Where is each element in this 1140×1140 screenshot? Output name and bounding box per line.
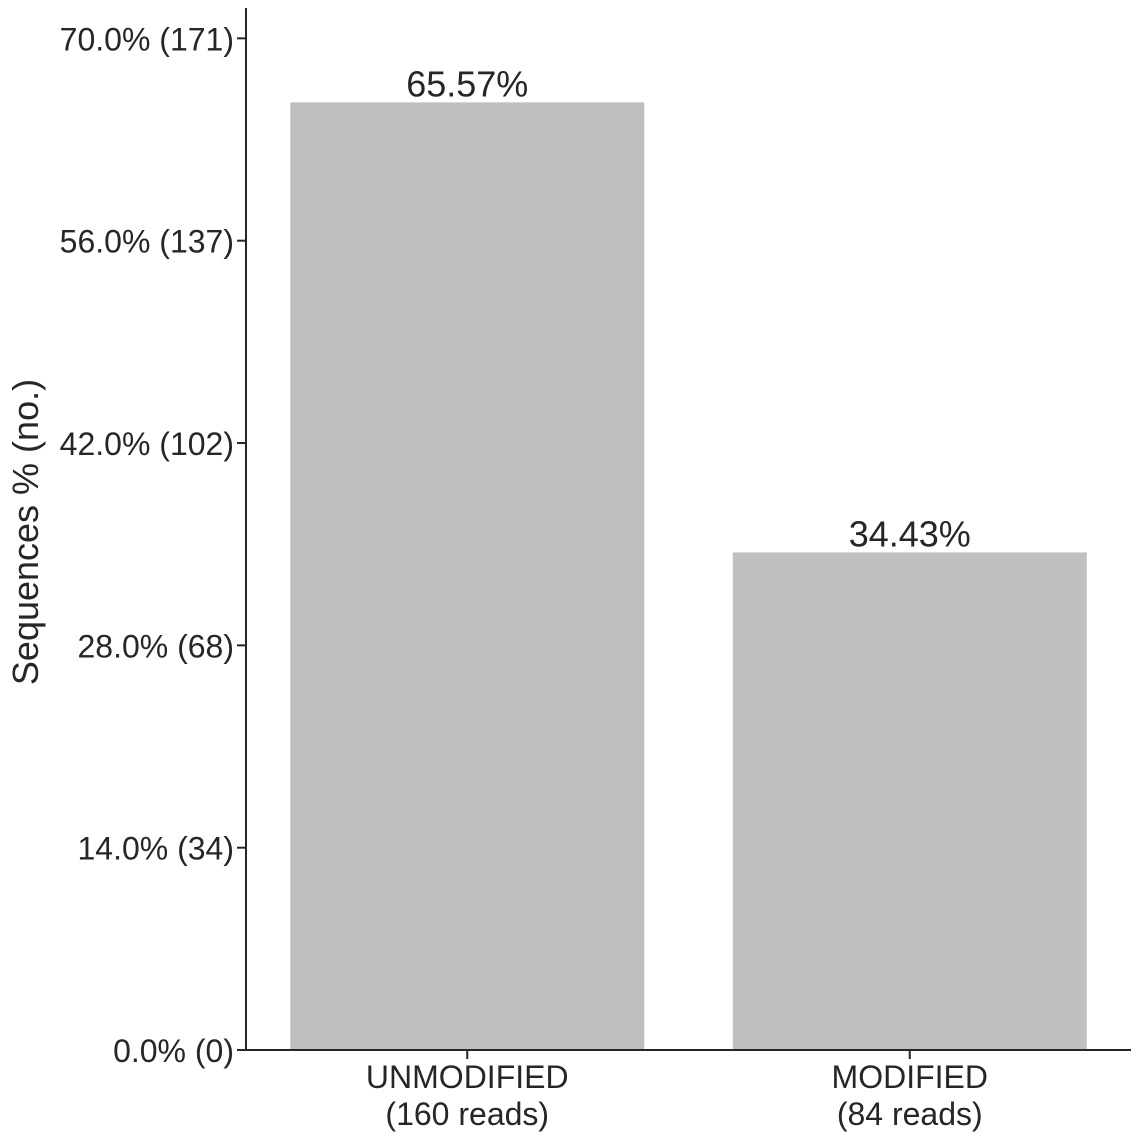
x-tick-label-reads: (84 reads) (837, 1096, 983, 1132)
bar (732, 552, 1087, 1050)
bar-value-label: 34.43% (849, 513, 971, 554)
bar (290, 102, 645, 1050)
y-tick-label: 0.0% (0) (113, 1033, 234, 1069)
x-tick-label-reads: (160 reads) (385, 1096, 549, 1132)
bars-layer (290, 102, 1087, 1050)
y-tick-label: 70.0% (171) (60, 21, 234, 57)
axes-layer (245, 8, 1131, 1051)
y-axis-label: Sequences % (no.) (5, 379, 46, 685)
y-tick-label: 28.0% (68) (77, 628, 234, 664)
y-tick-label: 14.0% (34) (77, 831, 234, 867)
y-ticks: 0.0% (0) 14.0% (34) 28.0% (68) 42.0% (102) 5… (60, 21, 246, 1069)
x-tick-label-category: UNMODIFIED (366, 1059, 569, 1095)
y-tick-label: 42.0% (102) (60, 426, 234, 462)
bar-value-labels: 65.57% 34.43% (406, 63, 971, 554)
bar-value-label: 65.57% (406, 63, 528, 104)
y-tick-label: 56.0% (137) (60, 224, 234, 260)
x-tick-label-category: MODIFIED (832, 1059, 988, 1095)
x-ticks: UNMODIFIED(160 reads) MODIFIED(84 reads) (366, 1050, 988, 1132)
